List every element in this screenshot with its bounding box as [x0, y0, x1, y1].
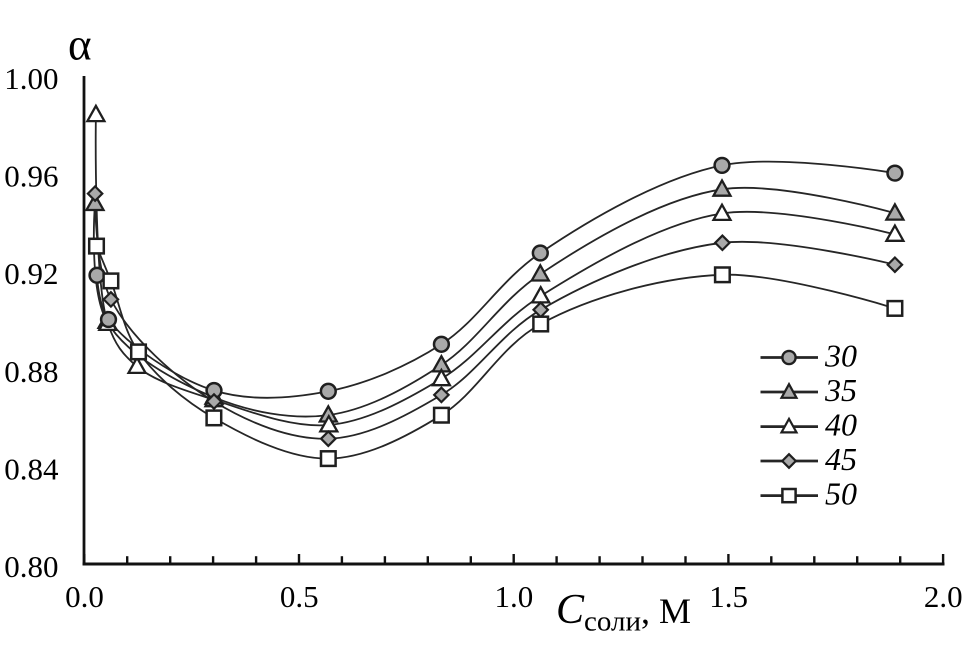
svg-text:0.5: 0.5 — [280, 579, 319, 614]
svg-text:0.88: 0.88 — [4, 354, 58, 389]
svg-text:40: 40 — [825, 407, 857, 443]
svg-text:α: α — [68, 20, 92, 70]
svg-text:0.96: 0.96 — [4, 159, 58, 194]
svg-text:2.0: 2.0 — [924, 579, 963, 614]
svg-text:50: 50 — [825, 476, 857, 512]
svg-text:30: 30 — [824, 338, 857, 374]
svg-text:45: 45 — [825, 441, 857, 477]
svg-text:35: 35 — [824, 372, 857, 408]
svg-text:0.80: 0.80 — [4, 549, 58, 584]
svg-text:0.84: 0.84 — [4, 451, 59, 486]
svg-text:1.00: 1.00 — [4, 61, 58, 96]
svg-text:Cсоли, М: Cсоли, М — [556, 587, 691, 638]
svg-text:1.0: 1.0 — [495, 579, 534, 614]
svg-text:0.0: 0.0 — [65, 579, 104, 614]
svg-text:1.5: 1.5 — [709, 579, 748, 614]
svg-text:0.92: 0.92 — [4, 256, 58, 291]
